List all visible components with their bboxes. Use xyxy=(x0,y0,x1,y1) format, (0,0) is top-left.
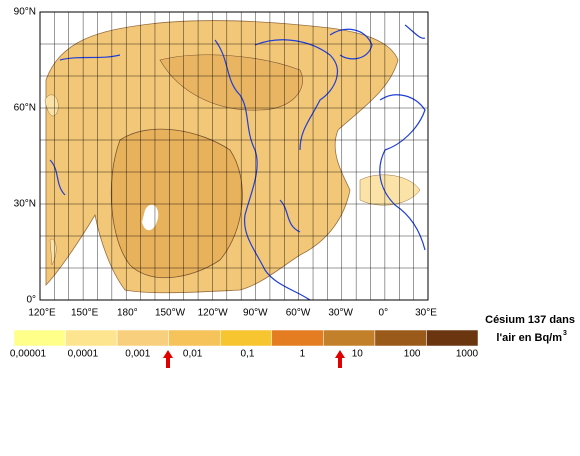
legend-title-sup: 3 xyxy=(563,330,567,337)
map xyxy=(44,20,426,301)
legend-label: 10 xyxy=(352,349,364,360)
legend-swatch xyxy=(219,329,273,347)
coastlines xyxy=(49,24,426,301)
legend-title: l'air en Bq/m xyxy=(496,332,562,344)
legend-label: 0,00001 xyxy=(10,349,47,360)
graticule xyxy=(40,12,428,300)
lon-label: 0° xyxy=(379,308,389,319)
legend-label: 0,001 xyxy=(125,349,150,360)
legend-label: 100 xyxy=(404,349,421,360)
lat-label: 30°N xyxy=(14,199,36,210)
plume-gap xyxy=(142,204,159,231)
legend-label: 1000 xyxy=(456,349,479,360)
lat-label: 60°N xyxy=(14,103,36,114)
legend-label: 0,0001 xyxy=(68,349,99,360)
legend-swatch xyxy=(426,329,479,347)
legend-swatch xyxy=(65,329,118,347)
lon-label: 90°W xyxy=(243,308,268,319)
legend: 0,00001 0,0001 0,001 0,01 0,1 1 10 100 1000 xyxy=(10,329,479,360)
legend-label: 0,1 xyxy=(241,349,255,360)
lon-label: 150°W xyxy=(155,308,186,319)
lat-label: 90°N xyxy=(14,7,36,18)
legend-label: 0,01 xyxy=(183,349,203,360)
legend-title: Césium 137 dans xyxy=(485,314,575,326)
lat-label: 0° xyxy=(26,295,36,306)
lon-label: 30°E xyxy=(415,308,437,319)
lon-label: 120°W xyxy=(198,308,229,319)
plume-edge xyxy=(44,94,59,266)
map-frame xyxy=(39,11,429,301)
legend-swatch xyxy=(374,329,427,347)
legend-swatch xyxy=(271,329,324,347)
plume-core xyxy=(110,128,243,279)
legend-label: 1 xyxy=(300,349,306,360)
legend-swatch xyxy=(13,329,66,347)
legend-swatch xyxy=(168,329,221,347)
lon-label: 60°W xyxy=(286,308,311,319)
lon-label: 30°W xyxy=(328,308,353,319)
arrows xyxy=(163,350,345,368)
lon-label: 150°E xyxy=(71,308,99,319)
legend-swatch xyxy=(323,329,376,347)
plume-edge xyxy=(359,174,421,206)
lon-label: 180° xyxy=(117,308,138,319)
legend-swatch xyxy=(116,329,169,347)
lon-label: 120°E xyxy=(28,308,56,319)
